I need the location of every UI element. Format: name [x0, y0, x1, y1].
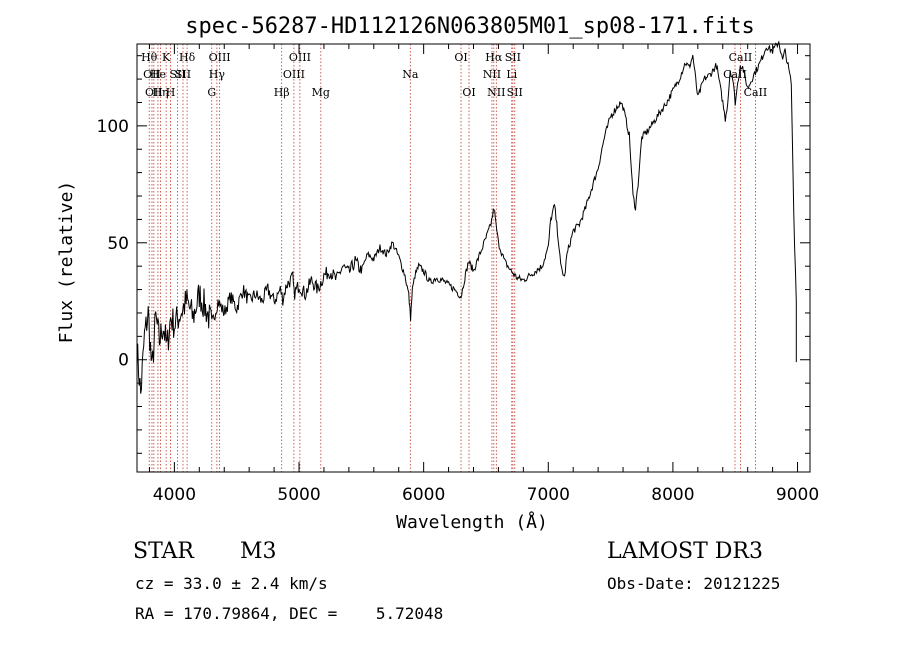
line-marker-label: SII: [175, 68, 191, 81]
line-marker-label: OII: [143, 68, 161, 81]
axis-ticks: [137, 44, 810, 472]
y-axis-label: Flux (relative): [56, 181, 77, 344]
redshift-cz: cz = 33.0 ± 2.4 km/s: [135, 574, 328, 593]
coordinates: RA = 170.79864, DEC = 5.72048: [135, 604, 444, 623]
line-marker-label: SII: [505, 51, 521, 64]
line-marker-label: H: [166, 86, 176, 99]
line-marker-label: SII: [507, 86, 523, 99]
line-marker-label: Hθ: [141, 51, 158, 64]
spectrum-line: [136, 40, 797, 394]
line-marker-label: OIII: [289, 51, 311, 64]
line-marker-label: G: [207, 86, 216, 99]
x-tick-label: 5000: [277, 485, 320, 505]
chart-title: spec-56287-HD112126N063805M01_sp08-171.f…: [185, 14, 755, 39]
line-marker-label: OII: [145, 86, 163, 99]
line-marker-label: OI: [462, 86, 475, 99]
survey-name: LAMOST DR3: [607, 539, 763, 564]
y-tick-label: 50: [107, 234, 129, 254]
x-tick-label: 6000: [402, 485, 445, 505]
line-marker-label: SII: [170, 68, 186, 81]
line-marker-label: NII: [487, 86, 505, 99]
axis-tick-labels: 4000 5000 6000 7000 8000 9000 0 50 100: [97, 117, 820, 505]
object-subclass: M3: [240, 539, 277, 564]
line-marker-label: CaII: [729, 51, 753, 64]
x-tick-label: 9000: [776, 485, 819, 505]
line-marker-label: Li: [506, 68, 517, 81]
line-marker-label: Hα: [485, 51, 503, 64]
line-marker-label: NII: [483, 68, 501, 81]
line-marker-label: Hγ: [209, 68, 226, 81]
line-marker-label: He: [150, 68, 166, 81]
line-marker-label: Mg: [312, 86, 330, 99]
line-marker-label: CaII: [744, 86, 768, 99]
object-class: STAR: [133, 539, 194, 564]
line-marker-label: Na: [402, 68, 419, 81]
x-tick-label: 7000: [527, 485, 570, 505]
line-marker-label: OIII: [209, 51, 231, 64]
x-tick-label: 8000: [651, 485, 694, 505]
line-marker-label: Hδ: [179, 51, 196, 64]
line-marker-label: CaII: [723, 68, 747, 81]
line-marker-label: Hη: [152, 86, 168, 99]
line-marker-label: OIII: [283, 68, 305, 81]
line-marker-labels: HθOIIOIIHeHηKHSIIHδSIIGHγOIIIHβOIIIOIIIM…: [141, 51, 767, 99]
y-tick-label: 100: [97, 117, 129, 137]
line-marker-label: OI: [454, 51, 467, 64]
line-markers: [148, 44, 756, 472]
plot-frame: [136, 43, 811, 473]
line-marker-label: Hβ: [274, 86, 290, 99]
x-tick-label: 4000: [153, 485, 196, 505]
x-axis-label: Wavelength (Å): [396, 511, 548, 533]
y-tick-label: 0: [118, 351, 129, 371]
line-marker-label: K: [162, 51, 171, 64]
obs-date: Obs-Date: 20121225: [607, 574, 781, 593]
